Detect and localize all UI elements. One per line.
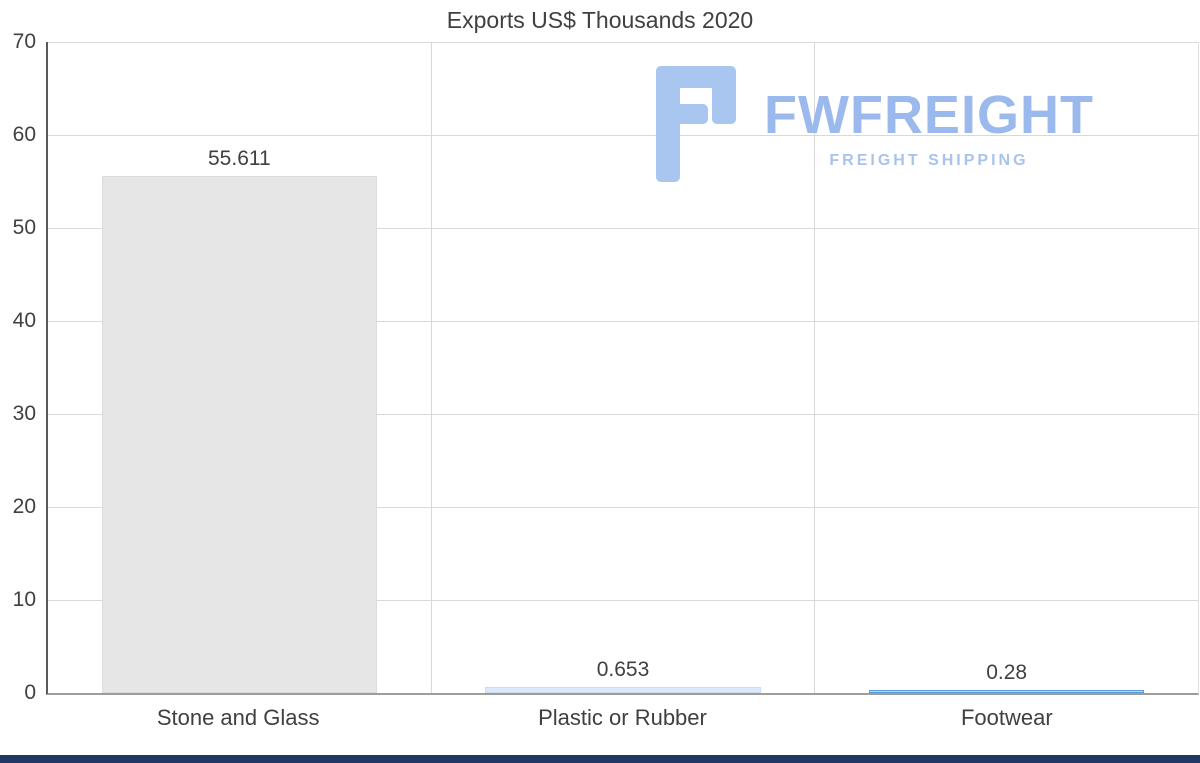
y-axis: 0 10 20 30 40 50 60 70 (0, 30, 40, 704)
gridline-y-50 (48, 228, 1198, 229)
bar-stone-and-glass (101, 175, 378, 693)
y-tick-label-0: 0 (24, 681, 36, 704)
plot-area: 55.611 0.653 0.28 (46, 42, 1199, 695)
value-label-footwear: 0.28 (986, 661, 1028, 684)
bar-footwear (868, 690, 1145, 693)
category-cell-footwear: 0.28 (814, 42, 1198, 693)
x-tick-label-plastic-or-rubber: Plastic or Rubber (538, 705, 707, 730)
x-axis: Stone and Glass Plastic or Rubber Footwear (46, 705, 1199, 731)
gridline-y-30 (48, 414, 1198, 415)
y-tick-label-40: 40 (12, 309, 36, 332)
y-tick-label-60: 60 (12, 123, 36, 146)
gridline-y-40 (48, 321, 1198, 322)
y-tick-label-50: 50 (12, 216, 36, 239)
chart-title: Exports US$ Thousands 2020 (446, 7, 754, 33)
category-cell-stone-and-glass: 55.611 (48, 42, 431, 693)
bars-container: 55.611 0.653 0.28 (48, 42, 1198, 693)
category-cell-plastic-or-rubber: 0.653 (430, 42, 815, 693)
value-label-stone-and-glass: 55.611 (208, 146, 271, 170)
gridline-y-20 (48, 507, 1198, 508)
gridline-y-70 (48, 42, 1198, 43)
bar-plastic-or-rubber (485, 686, 761, 693)
gridline-y-60 (48, 135, 1198, 136)
value-label-plastic-or-rubber: 0.653 (596, 657, 650, 681)
footer-bar (0, 755, 1200, 763)
y-tick-label-20: 20 (12, 495, 36, 518)
x-tick-label-stone-and-glass: Stone and Glass (156, 705, 320, 730)
gridline-y-10 (48, 600, 1198, 601)
y-tick-label-10: 10 (12, 588, 36, 611)
y-tick-label-30: 30 (12, 402, 36, 425)
y-tick-label-70: 70 (12, 30, 36, 53)
x-tick-label-footwear: Footwear (960, 705, 1053, 730)
